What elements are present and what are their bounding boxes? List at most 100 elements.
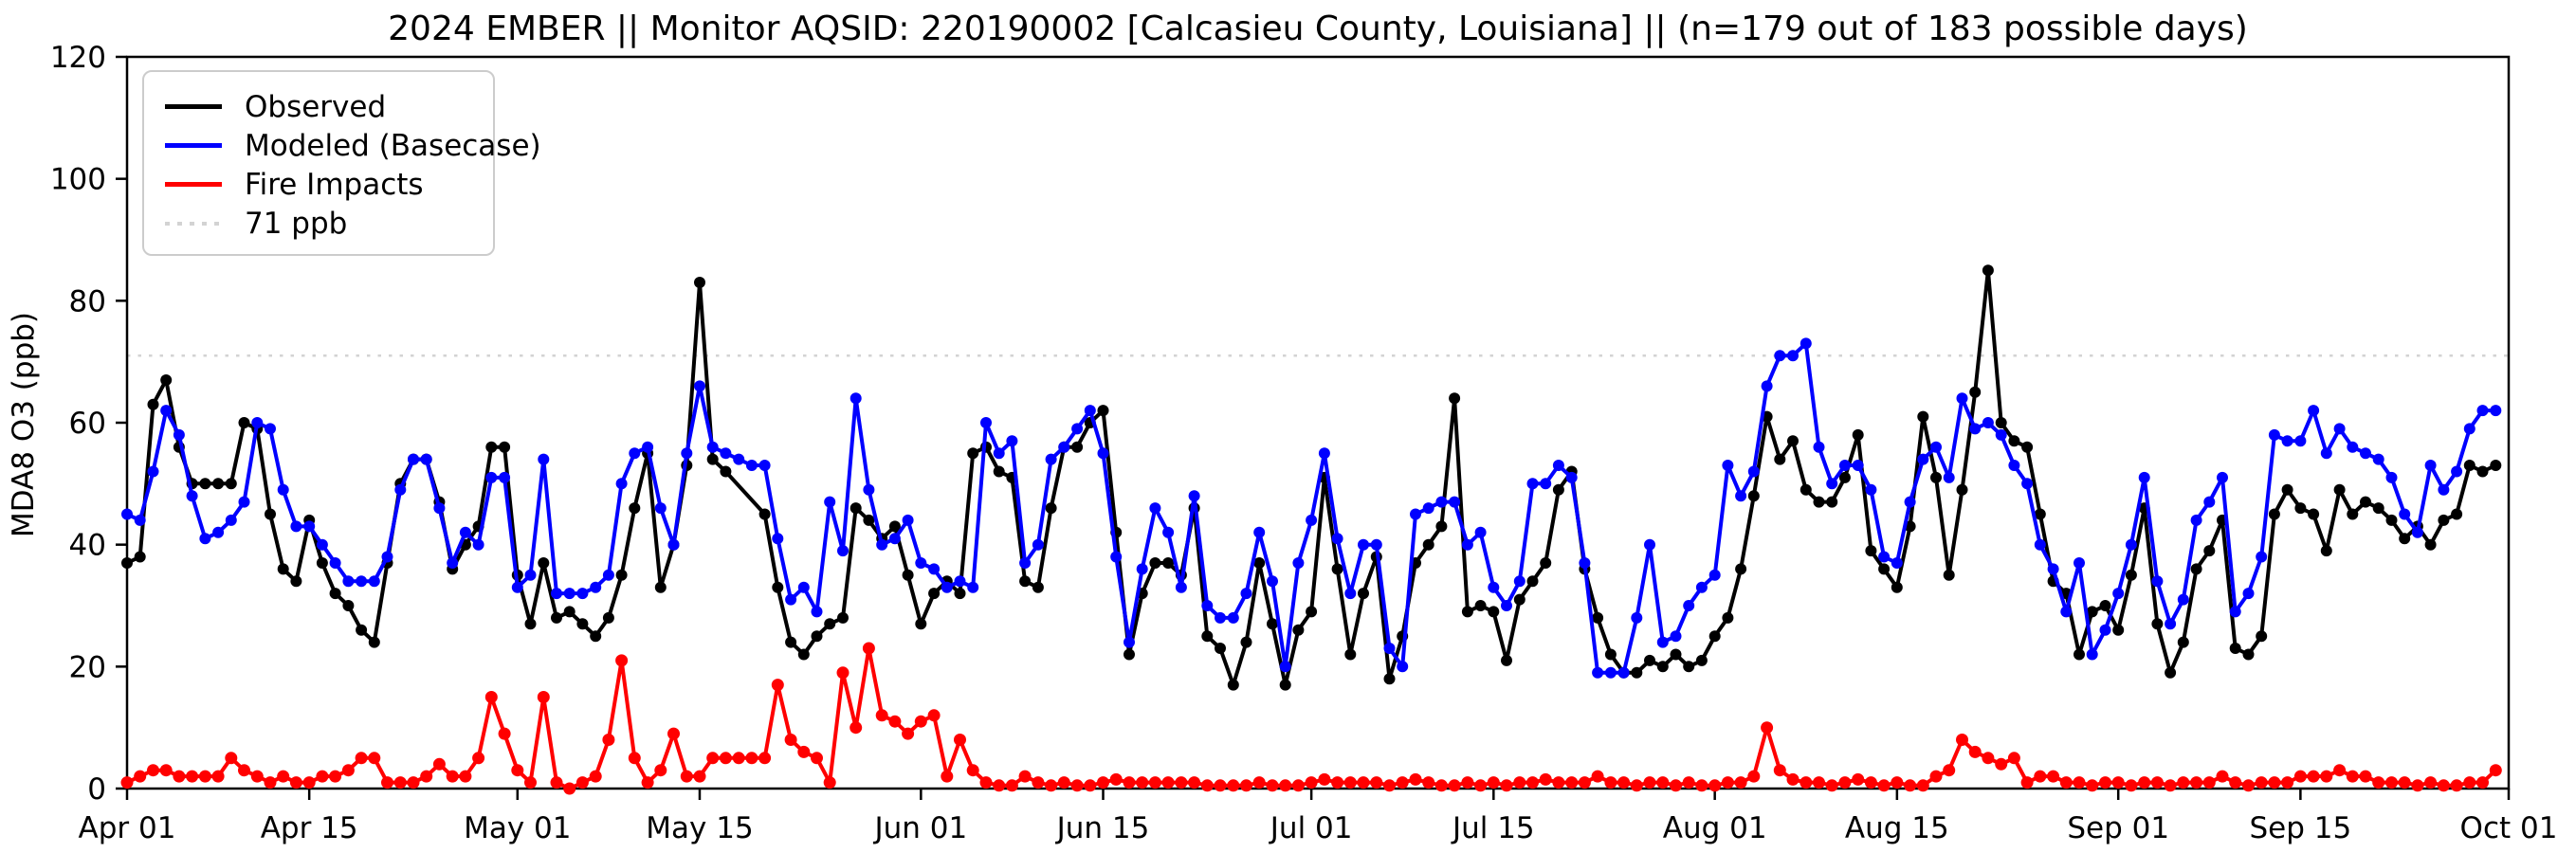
data-point	[238, 764, 250, 777]
x-tick-label: Sep 01	[2067, 811, 2169, 845]
data-point	[2438, 514, 2450, 526]
data-point	[876, 538, 888, 551]
data-point	[1215, 643, 1226, 654]
data-point	[1215, 611, 1226, 624]
data-point	[772, 533, 784, 545]
data-point	[1240, 636, 1252, 648]
data-point	[1644, 538, 1655, 551]
data-point	[1995, 417, 2007, 428]
data-point	[459, 770, 472, 783]
data-point	[225, 478, 237, 490]
data-point	[602, 611, 614, 624]
data-point	[914, 715, 927, 728]
data-point	[954, 734, 966, 746]
data-point	[420, 770, 433, 783]
data-point	[615, 569, 628, 581]
data-point	[447, 557, 459, 569]
data-point	[277, 563, 289, 575]
data-point	[1291, 779, 1305, 792]
data-point	[238, 417, 250, 428]
data-point	[1344, 588, 1357, 600]
data-point	[706, 453, 719, 465]
legend-label: Observed	[245, 89, 387, 124]
data-point	[290, 575, 302, 588]
data-point	[1943, 471, 1955, 483]
data-point	[147, 465, 159, 478]
data-point	[1813, 776, 1825, 789]
data-point	[1175, 776, 1188, 789]
data-point	[2034, 538, 2046, 551]
data-point	[199, 533, 211, 545]
data-point	[316, 557, 328, 569]
data-point	[2293, 770, 2307, 783]
x-tick-label: Jul 01	[1269, 811, 1353, 845]
data-point	[2125, 538, 2137, 551]
data-point	[837, 611, 849, 624]
data-point	[1045, 453, 1057, 465]
data-point	[2372, 502, 2384, 515]
data-point	[1513, 575, 1526, 588]
data-point	[2320, 447, 2332, 460]
data-point	[2060, 606, 2073, 618]
data-point	[1825, 779, 1838, 792]
data-point	[2255, 776, 2268, 789]
data-point	[563, 588, 575, 600]
legend-swatch-line	[165, 104, 222, 109]
data-point	[1227, 679, 1239, 691]
data-point	[173, 428, 185, 441]
data-point	[341, 764, 355, 777]
data-point	[837, 545, 849, 557]
data-point	[1800, 337, 1812, 350]
data-point	[1565, 776, 1579, 789]
x-tick-label: Apr 01	[79, 811, 176, 845]
data-point	[1019, 575, 1032, 588]
data-point	[160, 374, 173, 386]
data-point	[785, 593, 797, 606]
data-point	[772, 581, 784, 593]
legend-item: Observed	[165, 87, 472, 126]
data-point	[1474, 779, 1488, 792]
data-point	[1943, 569, 1955, 581]
data-point	[2307, 770, 2320, 783]
data-point	[2320, 545, 2332, 557]
data-point	[1279, 661, 1291, 673]
data-point	[850, 721, 863, 735]
data-point	[1826, 496, 1838, 508]
data-point	[1032, 538, 1044, 551]
data-point	[1592, 666, 1604, 679]
data-point	[2385, 471, 2398, 483]
data-point	[2451, 465, 2463, 478]
data-point	[2047, 563, 2059, 575]
data-point	[941, 770, 954, 783]
data-point	[1774, 350, 1786, 362]
data-point	[2256, 551, 2268, 563]
data-point	[629, 447, 641, 460]
data-point	[1449, 496, 1461, 508]
data-point	[1838, 460, 1851, 471]
data-point	[863, 483, 875, 496]
y-tick-label: 60	[69, 407, 106, 441]
x-tick-label: Jul 15	[1451, 811, 1535, 845]
data-point	[1162, 557, 1175, 569]
data-point	[1513, 776, 1526, 789]
data-point	[1787, 435, 1799, 447]
data-point	[1018, 770, 1032, 783]
legend-swatch-line	[165, 143, 222, 148]
data-point	[1761, 380, 1773, 392]
data-point	[1943, 764, 1956, 777]
data-point	[1617, 666, 1630, 679]
data-point	[797, 581, 810, 593]
data-point	[1631, 611, 1643, 624]
data-point	[2437, 779, 2450, 792]
data-point	[1929, 770, 1943, 783]
data-point	[1695, 779, 1708, 792]
data-point	[1695, 654, 1708, 666]
data-point	[1214, 779, 1227, 792]
data-point	[511, 581, 523, 593]
data-point	[2086, 779, 2099, 792]
data-point	[1344, 648, 1357, 661]
data-point	[1267, 575, 1278, 588]
data-point	[1201, 600, 1214, 611]
data-point	[1162, 526, 1175, 538]
